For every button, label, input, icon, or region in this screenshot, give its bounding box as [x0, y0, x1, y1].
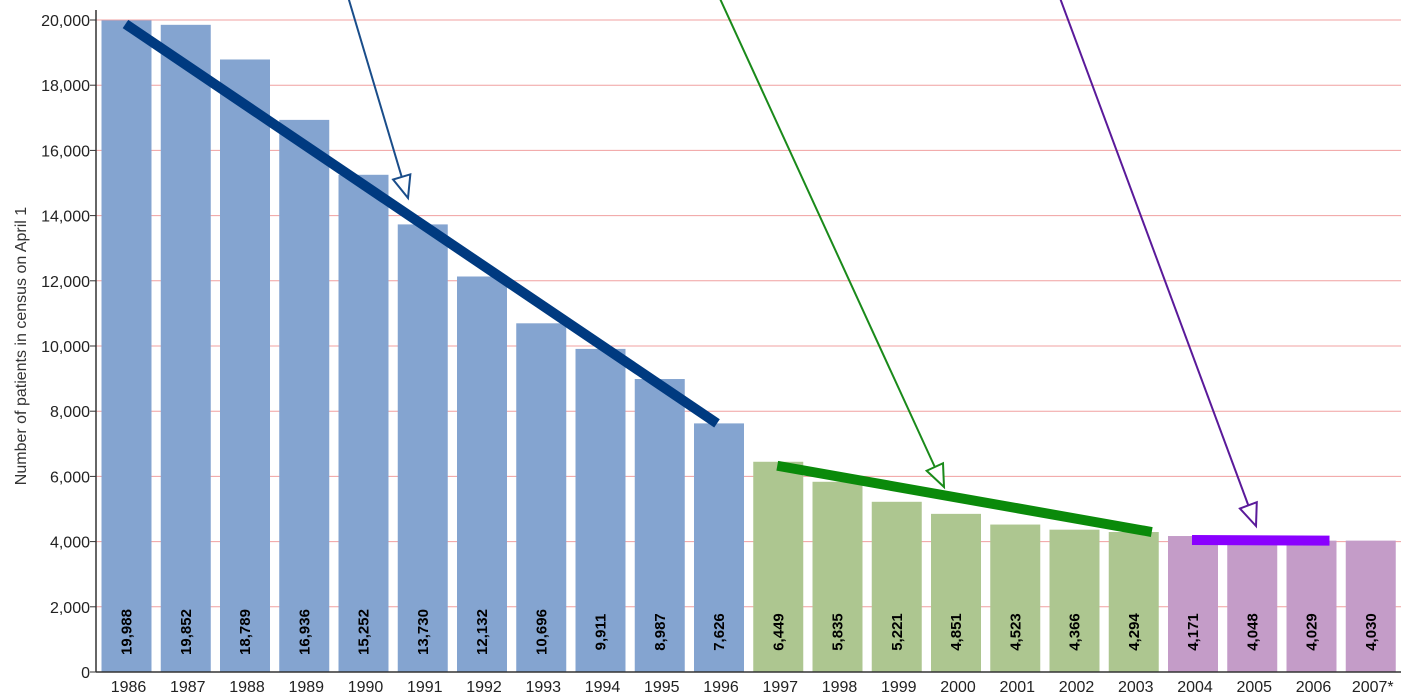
bar: [1227, 540, 1278, 672]
callout-arrow-head: [391, 172, 412, 201]
bar: [160, 24, 211, 672]
x-tick-label: 1997: [762, 679, 798, 695]
callout-arrow-head: [924, 461, 946, 490]
x-tick-label: 2000: [940, 679, 976, 695]
x-tick-label: 1991: [407, 679, 443, 695]
x-tick-label: 1994: [585, 679, 621, 695]
x-tick-label: 1986: [111, 679, 147, 695]
x-tick-label: 1992: [466, 679, 502, 695]
callout-arrows: [347, 0, 1258, 529]
bar-value-label: 9,911: [593, 614, 610, 651]
bar-value-label: 5,835: [830, 613, 847, 651]
y-tick-label: 0: [81, 665, 90, 682]
trend-line: [776, 460, 1153, 537]
bar-value-label: 7,626: [711, 613, 728, 651]
bar: [1345, 540, 1396, 672]
bar-value-label: 4,294: [1126, 613, 1143, 651]
x-tick-label: 2007*: [1352, 679, 1394, 695]
y-tick-label: 16,000: [41, 143, 90, 160]
bar: [338, 174, 389, 673]
x-tick-label: 2006: [1296, 679, 1332, 695]
bar-value-label: 10,696: [533, 609, 550, 655]
bar: [575, 348, 626, 672]
bar: [634, 379, 685, 672]
bar: [1049, 529, 1100, 672]
bar-value-label: 4,030: [1363, 613, 1380, 651]
bar: [101, 20, 152, 673]
bar: [753, 461, 804, 672]
y-tick-label: 10,000: [41, 339, 90, 356]
bar: [457, 276, 507, 672]
x-axis-ticks: 1986 1987 1988 1989 1990 1991 1992 1993 1994 1995…: [111, 679, 1394, 695]
trend-line: [1191, 535, 1330, 546]
y-tick-label: 12,000: [41, 274, 90, 291]
trend-line: [122, 19, 720, 428]
bar-value-label: 6,449: [770, 613, 787, 651]
x-tick-label: 1990: [348, 679, 384, 695]
y-axis-label: Number of patients in census on April 1: [13, 207, 30, 485]
axes: [95, 10, 1401, 673]
x-tick-label: 2002: [1059, 679, 1095, 695]
bar-value-label: 16,936: [296, 609, 313, 655]
bar-value-label: 19,852: [178, 609, 195, 655]
y-tick-label: 20,000: [41, 13, 90, 30]
y-tick-label: 8,000: [50, 404, 90, 421]
bar-value-label: 5,221: [889, 613, 906, 651]
bar: [812, 481, 863, 672]
bar-value-label: 8,987: [652, 613, 669, 651]
bars: [101, 20, 1396, 673]
x-tick-label: 1988: [229, 679, 265, 695]
bar-value-label: 19,988: [119, 609, 136, 655]
bar-value-label: 12,132: [474, 609, 491, 655]
bar: [1108, 532, 1159, 672]
bar-value-label: 4,523: [1007, 613, 1024, 651]
bar-value-labels: 19,988 19,852 18,789 16,936 15,252 13,730 12,1…: [119, 609, 1380, 655]
bar-value-label: 4,048: [1244, 613, 1261, 651]
x-tick-label: 2001: [999, 679, 1035, 695]
callout-arrow-head: [1238, 500, 1258, 529]
bar: [397, 224, 448, 673]
bar: [1168, 536, 1218, 672]
x-tick-label: 1996: [703, 679, 739, 695]
x-tick-label: 2004: [1177, 679, 1213, 695]
bar-value-label: 4,029: [1304, 613, 1321, 651]
bar: [694, 423, 744, 672]
bar-value-label: 13,730: [415, 609, 432, 655]
x-tick-label: 1989: [288, 679, 324, 695]
y-tick-label: 18,000: [41, 78, 90, 95]
y-tick-label: 2,000: [50, 600, 90, 617]
bar: [1286, 540, 1337, 672]
callout-arrow-shaft: [719, 0, 936, 468]
bar-value-label: 4,851: [948, 613, 965, 651]
bar-value-label: 4,366: [1067, 613, 1084, 651]
x-tick-label: 1993: [525, 679, 561, 695]
x-tick-label: 2005: [1236, 679, 1272, 695]
y-tick-label: 4,000: [50, 535, 90, 552]
bar: [220, 59, 270, 673]
bar: [871, 501, 922, 672]
bar-value-label: 4,171: [1185, 613, 1202, 651]
y-tick-label: 6,000: [50, 469, 90, 486]
bar: [279, 119, 330, 672]
x-tick-label: 1999: [881, 679, 917, 695]
y-axis-ticks: 0 2,000 4,000 6,000 8,000 10,000 12,000 14,000 1…: [41, 13, 96, 682]
callout-arrow-shaft: [347, 0, 403, 178]
x-tick-label: 1987: [170, 679, 206, 695]
callout-arrow-shaft: [1059, 0, 1250, 506]
x-tick-label: 2003: [1118, 679, 1154, 695]
bar-value-label: 15,252: [356, 609, 373, 655]
bar-value-label: 18,789: [237, 609, 254, 655]
x-tick-label: 1998: [822, 679, 858, 695]
bar: [990, 524, 1041, 672]
y-tick-label: 14,000: [41, 209, 90, 226]
bar: [931, 513, 981, 672]
bar: [516, 323, 567, 672]
trend-lines: [122, 19, 1330, 546]
x-tick-label: 1995: [644, 679, 680, 695]
